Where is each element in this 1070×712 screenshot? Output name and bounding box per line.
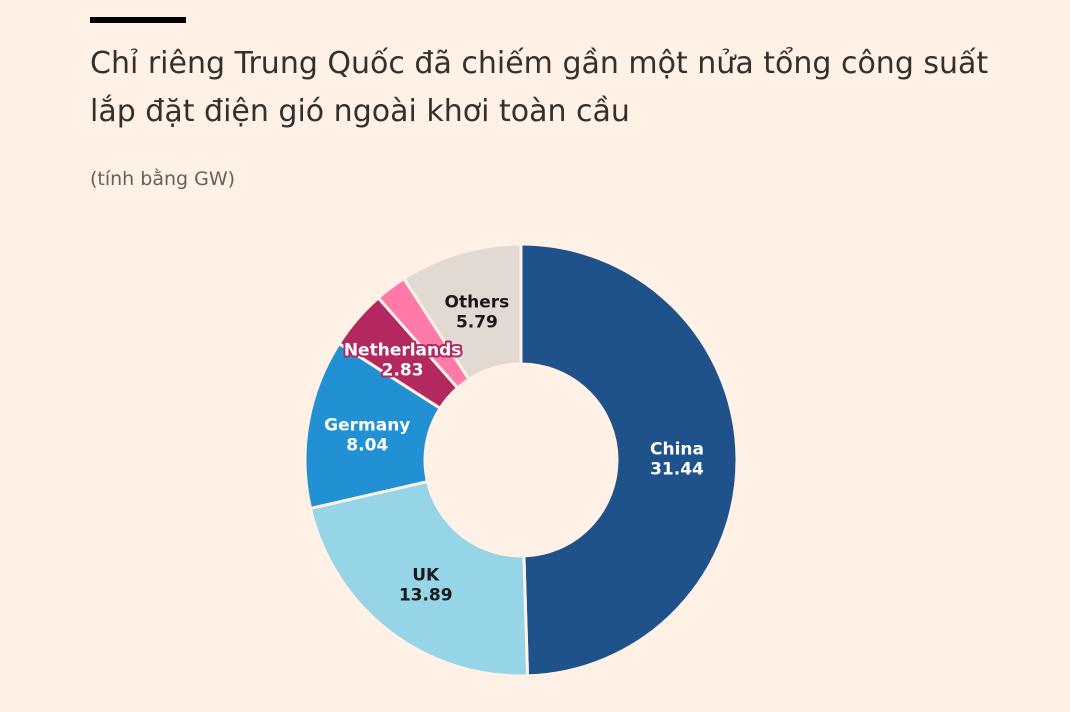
slice-others	[402, 242, 523, 381]
slice-name-others: Others	[445, 292, 510, 312]
slice-name-netherlands: Netherlands	[344, 340, 462, 360]
slice-name-uk: UK	[412, 566, 440, 586]
slice-value-china: 31.44	[650, 460, 704, 480]
slice-name-china: China	[650, 440, 704, 460]
slice-germany	[303, 342, 442, 510]
slice-china	[519, 242, 739, 678]
chart-title: Chỉ riêng Trung Quốc đã chiếm gần một nử…	[90, 46, 989, 129]
slice-value-others: 5.79	[456, 312, 498, 332]
slice-name-germany: Germany	[324, 415, 410, 435]
slice-value-uk: 13.89	[399, 586, 453, 606]
slice-value-netherlands: 2.83	[382, 360, 424, 380]
slice-value-germany: 8.04	[346, 435, 388, 455]
top-rule	[90, 17, 186, 23]
slice-uk	[309, 480, 530, 678]
chart-subtitle: (tính bằng GW)	[90, 168, 236, 190]
